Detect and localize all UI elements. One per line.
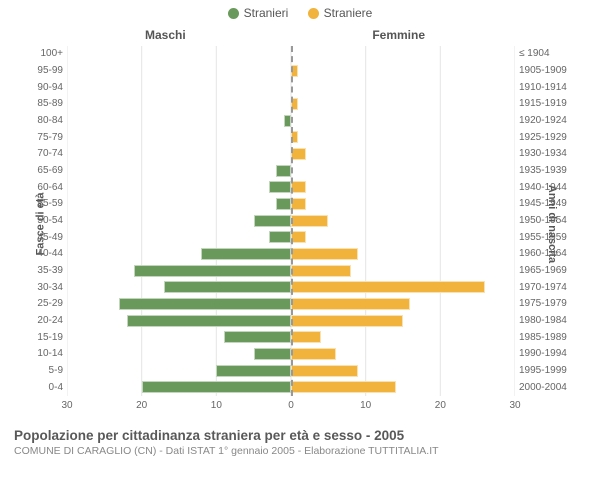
birth-year-label: 1970-1974 <box>519 282 581 293</box>
bar-male <box>119 298 291 310</box>
birth-year-label: 1935-1939 <box>519 165 581 176</box>
age-label: 25-29 <box>25 298 63 309</box>
age-label: 70-74 <box>25 148 63 159</box>
birth-year-label: 1985-1989 <box>519 332 581 343</box>
legend-label-female: Straniere <box>324 6 373 20</box>
age-label: 0-4 <box>25 382 63 393</box>
age-label: 35-39 <box>25 265 63 276</box>
circle-icon <box>308 8 319 19</box>
bar-male <box>164 281 291 293</box>
bar-male <box>254 215 291 227</box>
age-label: 100+ <box>25 48 63 59</box>
bar-male <box>284 115 291 127</box>
age-label: 50-54 <box>25 215 63 226</box>
bar-female <box>291 331 321 343</box>
bar-male <box>134 265 291 277</box>
x-tick: 30 <box>61 400 72 411</box>
x-tick: 10 <box>360 400 371 411</box>
center-line <box>291 46 293 396</box>
birth-year-label: 1955-1959 <box>519 232 581 243</box>
birth-year-label: 1995-1999 <box>519 365 581 376</box>
bar-male <box>127 315 291 327</box>
birth-year-label: 1910-1914 <box>519 82 581 93</box>
birth-year-label: 1905-1909 <box>519 65 581 76</box>
birth-year-label: 1990-1994 <box>519 348 581 359</box>
birth-year-label: 1960-1964 <box>519 248 581 259</box>
x-tick: 20 <box>435 400 446 411</box>
birth-year-label: 1940-1944 <box>519 182 581 193</box>
bar-female <box>291 381 396 393</box>
birth-year-label: 1930-1934 <box>519 148 581 159</box>
age-label: 20-24 <box>25 315 63 326</box>
age-label: 45-49 <box>25 232 63 243</box>
bar-female <box>291 148 306 160</box>
bar-male <box>142 381 291 393</box>
legend: Stranieri Straniere <box>0 0 600 24</box>
age-label: 95-99 <box>25 65 63 76</box>
bar-female <box>291 315 403 327</box>
birth-year-label: 1920-1924 <box>519 115 581 126</box>
bar-female <box>291 298 410 310</box>
bar-female <box>291 248 358 260</box>
age-label: 75-79 <box>25 132 63 143</box>
age-label: 40-44 <box>25 248 63 259</box>
bar-male <box>276 165 291 177</box>
x-tick: 10 <box>211 400 222 411</box>
age-label: 5-9 <box>25 365 63 376</box>
bar-female <box>291 181 306 193</box>
birth-year-label: 1925-1929 <box>519 132 581 143</box>
footer: Popolazione per cittadinanza straniera p… <box>0 424 600 457</box>
bar-female <box>291 215 328 227</box>
bar-male <box>254 348 291 360</box>
age-label: 65-69 <box>25 165 63 176</box>
x-tick: 30 <box>509 400 520 411</box>
birth-year-label: 1965-1969 <box>519 265 581 276</box>
plot-area: 100+≤ 190495-991905-190990-941910-191485… <box>67 46 515 396</box>
age-label: 30-34 <box>25 282 63 293</box>
chart-title: Popolazione per cittadinanza straniera p… <box>14 428 586 443</box>
x-axis: 3020100102030 <box>67 400 515 414</box>
birth-year-label: 2000-2004 <box>519 382 581 393</box>
bar-male <box>201 248 291 260</box>
birth-year-label: 1915-1919 <box>519 98 581 109</box>
x-tick: 20 <box>136 400 147 411</box>
age-label: 80-84 <box>25 115 63 126</box>
age-label: 90-94 <box>25 82 63 93</box>
bar-male <box>224 331 291 343</box>
chart-subtitle: COMUNE DI CARAGLIO (CN) - Dati ISTAT 1° … <box>14 445 586 457</box>
bar-female <box>291 198 306 210</box>
birth-year-label: 1945-1949 <box>519 198 581 209</box>
birth-year-label: ≤ 1904 <box>519 48 581 59</box>
birth-year-label: 1950-1954 <box>519 215 581 226</box>
birth-year-label: 1980-1984 <box>519 315 581 326</box>
bar-male <box>276 198 291 210</box>
bar-female <box>291 231 306 243</box>
legend-item-female: Straniere <box>308 6 373 20</box>
x-tick: 0 <box>288 400 294 411</box>
bar-male <box>216 365 291 377</box>
chart: Maschi Femmine Fasce di età Anni di nasc… <box>15 24 585 424</box>
legend-item-male: Stranieri <box>228 6 289 20</box>
age-label: 55-59 <box>25 198 63 209</box>
legend-label-male: Stranieri <box>244 6 289 20</box>
bar-female <box>291 265 351 277</box>
bar-male <box>269 231 291 243</box>
age-label: 85-89 <box>25 98 63 109</box>
age-label: 60-64 <box>25 182 63 193</box>
birth-year-label: 1975-1979 <box>519 298 581 309</box>
header-female: Femmine <box>372 28 425 42</box>
header-male: Maschi <box>145 28 186 42</box>
bar-female <box>291 365 358 377</box>
circle-icon <box>228 8 239 19</box>
bar-female <box>291 281 485 293</box>
age-label: 15-19 <box>25 332 63 343</box>
bar-male <box>269 181 291 193</box>
bar-female <box>291 348 336 360</box>
age-label: 10-14 <box>25 348 63 359</box>
